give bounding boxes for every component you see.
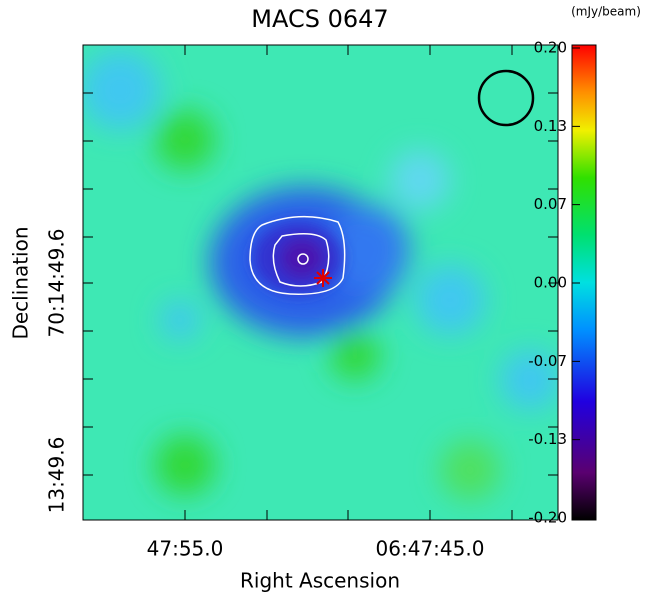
colorbar-tick-label: 0.13 [534, 117, 567, 135]
colorbar-tick-label: 0.07 [534, 195, 567, 213]
colorbar-tick-label: -0.13 [528, 430, 567, 448]
colorbar-tick-label: 0.20 [534, 39, 567, 57]
y-axis-label: Declination [9, 226, 33, 339]
y-tick-label: 13:49.6 [45, 437, 69, 514]
x-tick-label: 47:55.0 [147, 537, 224, 561]
x-tick-label: 06:47:45.0 [376, 537, 485, 561]
x-axis-label: Right Ascension [240, 569, 400, 593]
axis-ticks [83, 45, 558, 520]
colorbar-label: (mJy/beam) [571, 5, 641, 19]
colorbar-tick-label: -0.07 [528, 352, 567, 370]
chart-title: MACS 0647 [251, 5, 388, 33]
y-tick-label: 70:14:49.6 [45, 229, 69, 338]
sky-map [83, 45, 558, 520]
colorbar-tick-label: -0.20 [528, 509, 567, 527]
colorbar-tick-label: 0.00 [534, 274, 567, 292]
